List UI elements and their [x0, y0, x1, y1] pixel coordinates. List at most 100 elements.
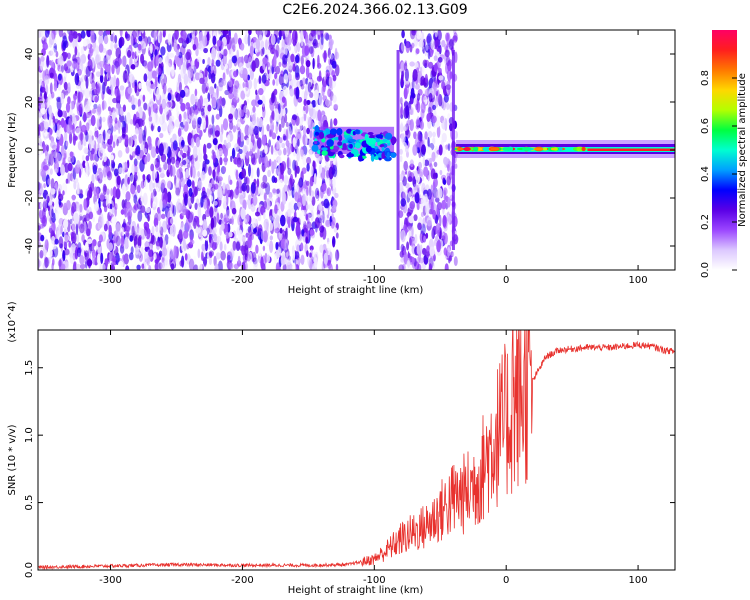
signal-band-blob — [349, 143, 353, 149]
noise-blob — [83, 147, 89, 155]
noise-blob — [127, 211, 131, 221]
noise-blob — [141, 140, 146, 151]
noise-blob — [439, 214, 442, 227]
noise-blob — [44, 75, 50, 86]
noise-blob — [228, 59, 233, 69]
noise-blob — [443, 94, 449, 103]
noise-blob — [411, 257, 415, 264]
noise-blob — [209, 86, 215, 95]
noise-blob — [203, 97, 209, 104]
noise-blob — [49, 109, 53, 121]
x-tick-label: -100 — [363, 575, 386, 586]
noise-blob — [285, 211, 289, 221]
noise-blob — [429, 163, 433, 171]
noise-blob — [296, 147, 300, 156]
noise-blob — [246, 98, 250, 104]
noise-blob — [112, 59, 119, 66]
noise-blob — [278, 30, 283, 38]
noise-blob — [134, 147, 138, 156]
noise-blob — [48, 153, 54, 166]
noise-blob — [56, 140, 60, 152]
noise-blob — [38, 241, 41, 248]
noise-blob — [197, 180, 203, 189]
noise-blob — [121, 56, 127, 67]
noise-blob — [130, 64, 136, 70]
noise-blob — [39, 223, 44, 229]
noise-blob — [300, 242, 304, 252]
noise-blob — [440, 115, 446, 123]
noise-blob — [67, 148, 71, 161]
noise-blob — [271, 110, 275, 120]
noise-blob — [122, 254, 125, 261]
noise-blob — [56, 122, 60, 131]
noise-blob — [60, 92, 65, 105]
noise-blob — [311, 75, 317, 85]
noise-blob — [289, 264, 293, 270]
signal-band-blob — [337, 141, 343, 146]
noise-blob — [54, 211, 59, 221]
noise-blob — [41, 48, 46, 56]
noise-blob — [85, 101, 88, 109]
noise-blob — [150, 146, 157, 158]
noise-blob — [309, 261, 313, 270]
noise-blob — [137, 30, 141, 35]
noise-blob — [333, 227, 338, 233]
noise-blob — [203, 47, 209, 54]
noise-blob — [269, 235, 273, 241]
noise-blob — [177, 127, 182, 137]
noise-blob — [39, 85, 43, 97]
noise-blob — [426, 251, 431, 257]
noise-blob — [417, 263, 422, 270]
noise-blob — [176, 44, 179, 56]
noise-blob — [190, 93, 196, 105]
noise-blob — [312, 57, 315, 70]
noise-blob — [273, 49, 279, 59]
noise-blob — [256, 178, 260, 188]
noise-blob — [293, 259, 299, 265]
noise-blob — [128, 137, 133, 150]
y-tick-label: 0.5 — [24, 495, 35, 511]
noise-blob — [325, 33, 330, 41]
noise-blob — [135, 251, 141, 259]
noise-blob — [305, 135, 308, 145]
noise-blob — [92, 164, 97, 175]
noise-blob — [112, 125, 117, 132]
noise-blob — [193, 66, 197, 76]
noise-blob — [212, 227, 217, 234]
noise-blob — [316, 195, 319, 201]
noise-blob — [318, 93, 323, 106]
noise-blob — [166, 41, 172, 53]
noise-blob — [256, 30, 262, 36]
noise-blob — [64, 248, 70, 256]
noise-blob — [102, 183, 107, 196]
noise-blob — [228, 30, 231, 36]
noise-blob — [403, 125, 407, 132]
noise-blob — [75, 127, 81, 135]
noise-blob — [150, 163, 155, 172]
noise-blob — [263, 212, 266, 220]
noise-blob — [107, 88, 112, 95]
noise-blob — [44, 257, 49, 269]
noise-blob — [91, 174, 95, 184]
noise-blob — [129, 174, 135, 183]
noise-blob — [137, 43, 142, 51]
noise-blob — [158, 63, 163, 76]
noise-blob — [219, 157, 223, 166]
noise-blob — [422, 59, 428, 67]
noise-blob — [69, 151, 74, 158]
noise-blob — [143, 73, 148, 83]
noise-blob — [137, 210, 143, 222]
noise-blob — [271, 58, 276, 68]
signal-band-blob — [314, 131, 319, 136]
noise-blob — [83, 198, 87, 211]
noise-blob — [217, 260, 223, 270]
noise-blob — [245, 232, 249, 238]
noise-blob — [235, 241, 241, 252]
noise-blob — [401, 200, 405, 207]
noise-blob — [426, 113, 431, 122]
signal-band-blob — [381, 152, 385, 160]
noise-blob — [399, 97, 403, 105]
noise-blob — [253, 125, 259, 136]
noise-blob — [443, 156, 448, 166]
noise-blob — [447, 143, 451, 152]
